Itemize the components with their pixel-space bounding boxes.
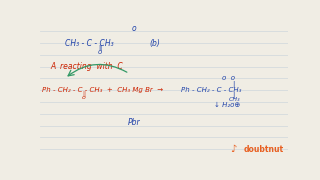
Text: o: o xyxy=(132,24,137,33)
Text: ||: || xyxy=(98,44,102,50)
Text: ♪: ♪ xyxy=(230,144,236,154)
Text: Ph - CH₂ - C - CH₃: Ph - CH₂ - C - CH₃ xyxy=(181,87,242,93)
Text: doubtnut: doubtnut xyxy=(243,145,284,154)
Text: CH₃: CH₃ xyxy=(229,97,241,102)
Text: ↓ H₂o⊕: ↓ H₂o⊕ xyxy=(214,102,240,108)
Text: CH₃ - C - CH₃: CH₃ - C - CH₃ xyxy=(65,39,113,48)
Text: |: | xyxy=(232,81,234,88)
Text: Pbr: Pbr xyxy=(128,118,140,127)
Text: o: o xyxy=(82,95,86,100)
Text: |: | xyxy=(232,92,234,99)
Text: ||: || xyxy=(82,91,86,96)
Text: (b): (b) xyxy=(149,39,160,48)
Text: o: o xyxy=(98,49,102,55)
Text: o  o: o o xyxy=(222,75,235,81)
Text: A  reacting  with  C: A reacting with C xyxy=(50,62,123,71)
Text: Ph - CH₂ - C - CH₃  +  CH₃ Mg Br  →: Ph - CH₂ - C - CH₃ + CH₃ Mg Br → xyxy=(43,87,164,93)
